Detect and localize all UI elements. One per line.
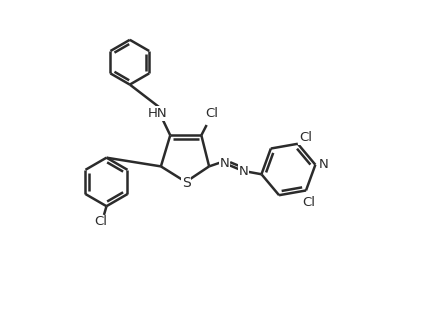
Text: N: N: [319, 158, 329, 171]
Text: N: N: [238, 165, 248, 178]
Text: Cl: Cl: [206, 107, 219, 120]
Text: N: N: [220, 157, 230, 170]
Text: HN: HN: [148, 107, 168, 120]
Text: Cl: Cl: [299, 131, 312, 144]
Text: S: S: [182, 176, 191, 191]
Text: Cl: Cl: [95, 215, 107, 228]
Text: Cl: Cl: [303, 196, 315, 209]
